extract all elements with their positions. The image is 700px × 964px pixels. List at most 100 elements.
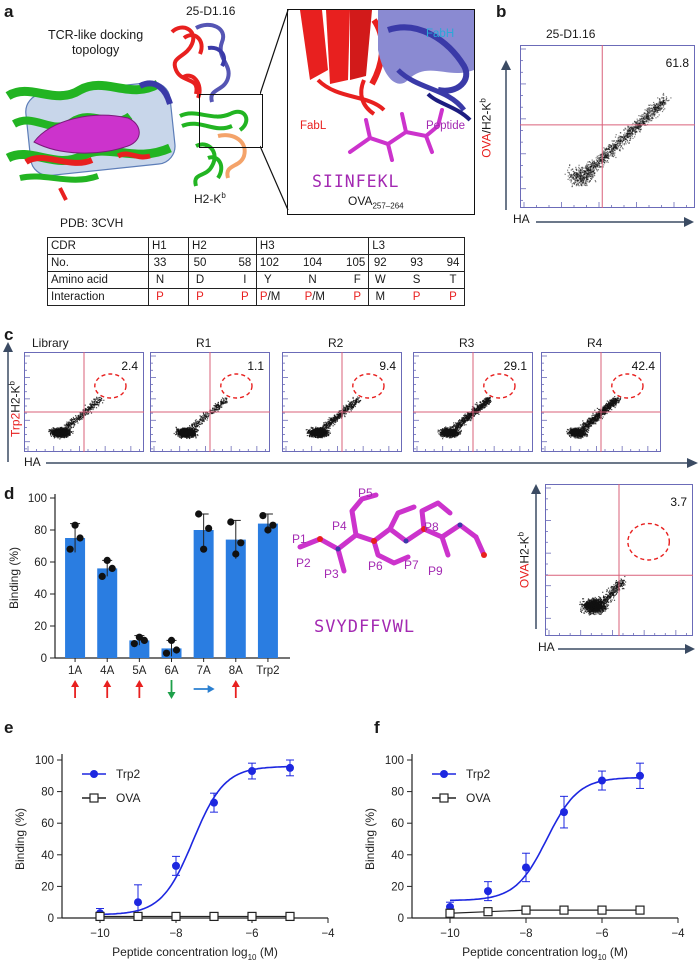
cdr-value: F — [353, 274, 361, 286]
x-tick-label: −4 — [321, 928, 335, 940]
cdr-cell: 50 58 — [188, 254, 257, 272]
axis-ticks — [282, 355, 398, 452]
gate-ellipse — [627, 522, 671, 561]
data-point — [66, 545, 74, 553]
panel-label-e: e — [4, 718, 14, 737]
data-point — [264, 526, 272, 534]
cdr-cell: H1 — [147, 237, 190, 255]
quadrant-value: 2.4 — [121, 359, 138, 373]
axis-ticks — [520, 48, 687, 208]
interaction-code: P — [156, 291, 164, 303]
cdr-value: 58 — [238, 257, 252, 269]
cdr-cell: P/M P/M P — [255, 288, 370, 306]
flow-plot-svg: 61.8 — [520, 45, 695, 208]
data-point-ova — [445, 908, 455, 918]
arrow-up-head — [71, 680, 80, 687]
panel-d-x-arrow — [558, 644, 695, 654]
data-point-ova — [559, 905, 569, 915]
data-point — [172, 646, 181, 654]
data-point-trp2 — [598, 776, 606, 785]
peptide-position-label: P6 — [368, 559, 383, 573]
cdr-table-row: Amino acid N D I Y N F W S T — [47, 271, 465, 289]
cdr-cell: H3 — [255, 237, 370, 255]
gate-ellipse — [94, 373, 127, 399]
x-tick-label: −10 — [90, 928, 110, 940]
cdr-value: N — [308, 274, 317, 286]
cdr-cell: P — [147, 288, 190, 306]
data-point — [140, 636, 148, 644]
x-tick-label: −8 — [519, 928, 532, 940]
panel-c-y-arrow — [3, 342, 13, 462]
panel-b-ylabel-red: OVA — [479, 133, 494, 158]
panel-d-ylabel-sup: b — [516, 531, 526, 537]
cdr-cell: N — [147, 271, 190, 289]
interaction-code: P — [241, 291, 249, 303]
cdr-cell: H2 — [188, 237, 257, 255]
axis-ticks — [545, 487, 687, 636]
legend-marker — [89, 793, 99, 803]
flow-dots — [437, 396, 492, 440]
cdr-value: D — [195, 274, 205, 286]
cdr-value: T — [449, 274, 457, 286]
cdr-value: P — [349, 291, 365, 303]
flow-plot-r2: 9.4 — [282, 352, 402, 452]
flow-plot-svg: 9.4 — [282, 352, 402, 452]
axis-ticks — [150, 355, 266, 452]
fabl-label: FabL — [300, 120, 327, 132]
y-axis-label: Binding (%) — [13, 808, 27, 870]
cdr-table-row: Interaction P P P P/M P/M P M P P — [47, 288, 465, 306]
docking-label-line1: TCR-like docking — [48, 28, 144, 42]
interaction-code: P — [353, 291, 362, 303]
cdr-cell: 102 104 105 — [255, 254, 370, 272]
ova-peptide-sequence: SIINFEKL — [312, 172, 400, 191]
peptide-label: Peptide — [426, 120, 466, 132]
data-point — [98, 572, 106, 580]
panel-label-c: c — [4, 325, 14, 344]
cdr-value: W — [374, 274, 386, 286]
line-ova — [449, 909, 640, 914]
x-tick-label: 5A — [132, 665, 146, 677]
fit-curve-trp2 — [449, 776, 640, 902]
quadrant-value: 29.1 — [504, 359, 528, 373]
data-point-ova — [597, 905, 607, 915]
data-point-ova — [483, 907, 493, 917]
quadrant-value: 3.7 — [670, 495, 687, 509]
x-tick-label: −6 — [595, 928, 608, 940]
y-tick-label: 20 — [391, 881, 404, 893]
cdr-value: N — [155, 274, 165, 286]
fabh-label: FabH — [426, 28, 455, 40]
interaction-code: P — [449, 291, 457, 303]
x-axis-label: Peptide concentration log10 (M) — [112, 945, 278, 962]
data-point — [259, 512, 267, 520]
cdr-value: 94 — [446, 257, 460, 269]
y-axis-label: Binding (%) — [7, 547, 21, 609]
x-tick-label: 8A — [229, 665, 243, 677]
mhc-label-sup: b — [221, 191, 226, 200]
data-point-ova — [285, 911, 295, 922]
data-point — [195, 510, 203, 518]
cdr-row-label: CDR — [47, 237, 149, 255]
panel-b-ylabel-sup: b — [478, 98, 488, 103]
legend-label: OVA — [116, 791, 140, 805]
quadrant-value: 42.4 — [632, 359, 656, 373]
legend-marker — [90, 770, 98, 778]
flow-plot-frame — [520, 45, 695, 208]
x-axis-label-unit: (M) — [607, 945, 628, 959]
cdr-value: P — [152, 291, 168, 303]
x-tick-label: 7A — [197, 665, 211, 677]
x-tick-label: −10 — [440, 928, 460, 940]
panel-c-xlabel: HA — [24, 455, 41, 469]
quadrant-value: 1.1 — [247, 359, 264, 373]
bar-chart-d: 0 20 40 60 80 100 Binding (%) 1A 4A 5A 6A 7A 8A Trp2 — [7, 493, 290, 699]
y-tick-label: 60 — [391, 818, 404, 830]
data-point-trp2 — [286, 763, 294, 772]
y-tick-label: 80 — [391, 787, 404, 799]
legend-marker — [440, 770, 448, 778]
data-point — [200, 545, 208, 553]
peptide-position-label: P8 — [424, 520, 439, 534]
cdr-value: P — [192, 291, 208, 303]
data-point — [237, 539, 245, 547]
gate-ellipse — [483, 373, 516, 399]
